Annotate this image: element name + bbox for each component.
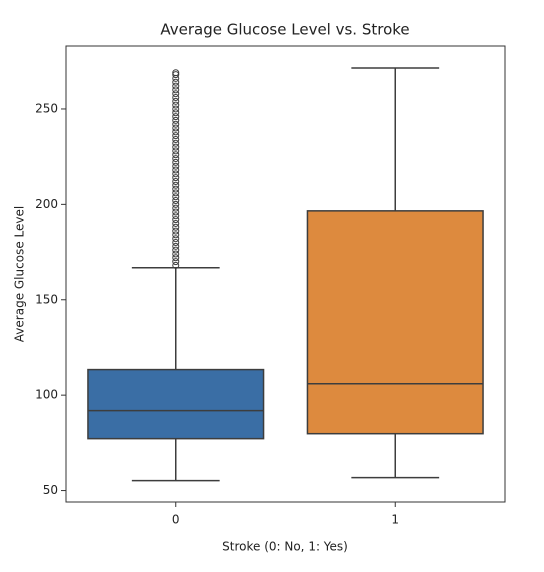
outlier (172, 158, 180, 166)
outlier (172, 90, 180, 98)
outlier (172, 235, 180, 243)
outlier (172, 143, 180, 151)
outlier (172, 78, 180, 86)
outlier (172, 101, 180, 109)
outlier (172, 139, 180, 147)
outlier (172, 219, 180, 227)
x-tick-label: 1 (391, 513, 399, 527)
outlier (172, 185, 180, 193)
outlier (172, 254, 180, 262)
outlier (172, 124, 180, 132)
outlier (172, 120, 180, 128)
plot-frame (65, 45, 506, 503)
outlier (172, 97, 180, 105)
box (87, 368, 265, 440)
y-tick-label: 250 (35, 101, 58, 115)
outlier (172, 208, 180, 216)
outlier (172, 86, 180, 94)
outlier (172, 246, 180, 254)
outlier (172, 69, 180, 77)
outlier (172, 109, 180, 117)
outlier (172, 200, 180, 208)
outlier (172, 147, 180, 155)
outlier (172, 94, 180, 102)
outlier (172, 189, 180, 197)
outlier (172, 166, 180, 174)
outlier (172, 151, 180, 159)
outlier (172, 261, 180, 269)
outlier (172, 113, 180, 121)
outlier (172, 82, 180, 90)
outlier (172, 181, 180, 189)
outlier (172, 239, 180, 247)
outlier (172, 177, 180, 185)
outlier (172, 135, 180, 143)
outlier (172, 174, 180, 182)
outlier (172, 227, 180, 235)
x-axis-label: Stroke (0: No, 1: Yes) (222, 540, 348, 554)
outlier (172, 116, 180, 124)
y-tick-label: 150 (35, 292, 58, 306)
y-tick-label: 100 (35, 388, 58, 402)
x-tick-label: 0 (172, 513, 180, 527)
outlier (172, 216, 180, 224)
outlier (172, 242, 180, 250)
outlier (172, 128, 180, 136)
outlier (172, 212, 180, 220)
outlier (172, 71, 180, 79)
y-tick-label: 50 (43, 483, 58, 497)
outlier (172, 231, 180, 239)
outlier (172, 250, 180, 258)
outlier (172, 132, 180, 140)
outlier (172, 223, 180, 231)
outlier (172, 204, 180, 212)
outlier (172, 105, 180, 113)
outlier (172, 197, 180, 205)
outlier (172, 193, 180, 201)
box (306, 210, 484, 435)
outlier (172, 155, 180, 163)
outlier (172, 170, 180, 178)
outlier (172, 162, 180, 170)
chart-title: Average Glucose Level vs. Stroke (160, 21, 409, 39)
y-axis-label: Average Glucose Level (13, 206, 27, 342)
outlier (172, 258, 180, 266)
y-tick-label: 200 (35, 197, 58, 211)
